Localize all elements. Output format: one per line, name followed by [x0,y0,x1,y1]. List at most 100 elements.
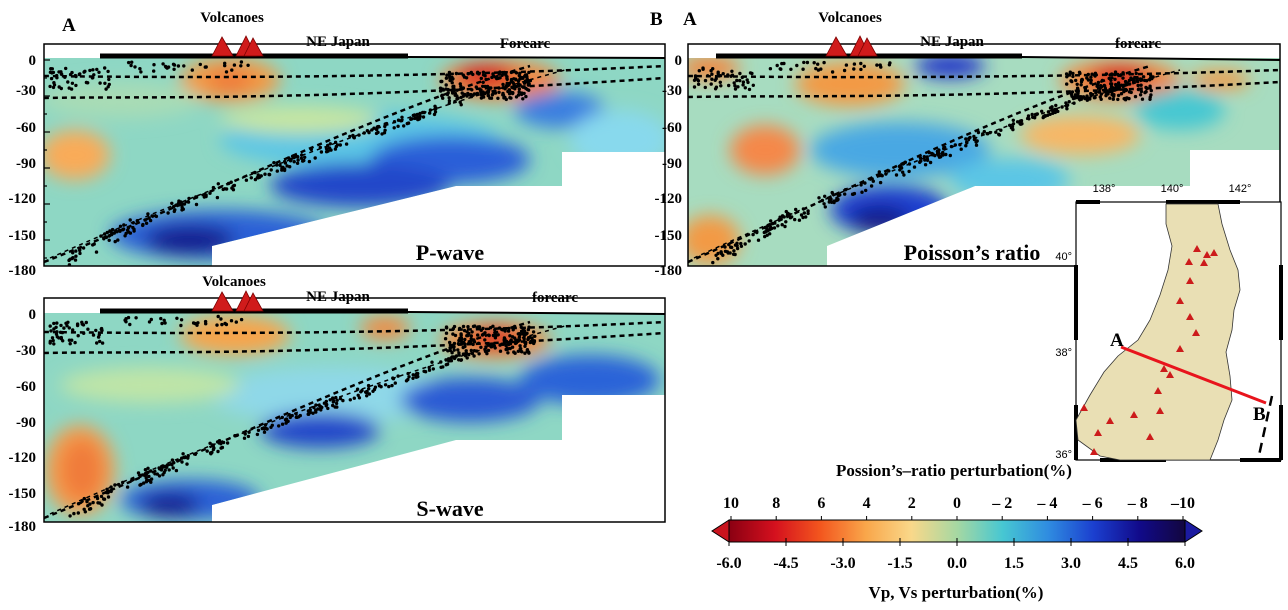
hypocenter-dot [1123,98,1128,102]
hypocenter-dot [1053,107,1057,112]
hypocenter-dot [852,67,856,71]
hypocenter-dot [784,220,788,224]
hypocenter-dot [842,68,847,73]
hypocenter-dot [406,371,410,376]
hypocenter-dot [203,319,208,324]
hypocenter-dot [452,341,457,346]
hypocenter-dot [513,324,517,329]
hypocenter-dot [789,67,793,72]
hypocenter-dot [1133,75,1137,80]
hypocenter-dot [464,349,468,353]
hypocenter-dot [215,323,219,327]
hypocenter-dot [860,190,864,194]
hypocenter-dot [246,63,250,67]
hypocenter-dot [173,208,177,212]
hypocenter-dot [167,468,171,472]
map-point-a-label: A [1110,330,1124,351]
hypocenter-dot [801,215,805,220]
hypocenter-dot [95,341,99,345]
hypocenter-dot [716,72,720,76]
hypocenter-dot [473,324,477,328]
hypocenter-dot [474,85,478,89]
hypocenter-dot [82,507,86,511]
hypocenter-dot [1065,107,1069,111]
hypocenter-dot [341,398,345,403]
hypocenter-dot [63,66,68,71]
colorbar-bottom-title: Vp, Vs perturbation(%) [869,583,1044,602]
hypocenter-dot [123,318,127,322]
hypocenter-dot [131,477,135,482]
hypocenter-dot [922,155,926,159]
panel-p-wave: Volcanoes NE Japan Forearc A B P-wave 0 … [9,9,666,279]
hypocenter-dot [461,324,466,329]
hypocenter-dot [925,158,930,162]
forearc-label: forearc [532,290,578,306]
y-tick-label: -180 [9,263,37,279]
hypocenter-dot [486,93,490,98]
hypocenter-dot [372,387,377,392]
hypocenter-dot [242,436,247,440]
hypocenter-dot [751,232,755,237]
hypocenter-dot [508,339,513,343]
hypocenter-dot [440,79,444,84]
hypocenter-dot [1116,84,1120,88]
volcano-label: Volcanoes [200,10,264,26]
hypocenter-dot [144,221,149,225]
hypocenter-dot [859,183,863,187]
earthquake-hypocenters-p [48,60,533,267]
hypocenter-dot [876,173,880,177]
hypocenter-dot [296,155,300,159]
hypocenter-dot [438,89,443,93]
hypocenter-dot [709,82,713,86]
hypocenter-dot [507,326,511,331]
hypocenter-dot [711,260,715,265]
hypocenter-dot [877,170,881,174]
hypocenter-dot [476,333,480,337]
hypocenter-dot [780,223,784,227]
colorbar-tick-label: -3.0 [830,555,855,572]
hypocenter-dot [706,74,710,78]
hypocenter-dot [115,230,119,234]
y-tick-label: -120 [655,191,683,207]
y-tick-label: -30 [16,343,36,359]
hypocenter-dot [522,337,526,341]
hypocenter-dot [365,389,369,394]
hypocenter-dot [441,88,445,92]
hypocenter-dot [50,336,55,340]
hypocenter-dot [516,349,520,353]
hypocenter-dot [75,323,80,328]
hypocenter-dot [179,318,184,322]
hypocenter-dot [166,211,170,215]
hypocenter-dot [438,86,443,90]
hypocenter-dot [382,131,387,135]
volcano-icons-poisson [825,35,878,57]
hypocenter-dot [176,64,181,68]
hypocenter-dot [288,159,293,163]
hypocenter-dot [1033,112,1038,117]
hypocenter-dot [466,72,470,76]
hypocenter-dot [743,86,747,90]
hypocenter-dot [125,485,130,489]
hypocenter-dot [94,250,99,254]
map-lat-tick: 36° [1055,449,1072,461]
hypocenter-dot [447,96,451,100]
hypocenter-dot [318,145,322,150]
hypocenter-dot [198,62,202,67]
hypocenter-dot [334,395,338,400]
hypocenter-dot [362,131,366,135]
hypocenter-dot [751,83,755,88]
hypocenter-dot [768,67,773,71]
hypocenter-dot [1056,109,1060,114]
hypocenter-dot [302,158,306,163]
hypocenter-dot [50,71,54,75]
hypocenter-dot [976,130,981,135]
hypocenter-dot [95,67,99,72]
hypocenter-dot [1085,94,1089,98]
region-label: NE Japan [306,289,370,305]
hypocenter-dot [505,75,509,79]
hypocenter-dot [902,161,906,166]
hypocenter-dot [146,470,150,474]
hypocenter-dot [99,494,104,499]
hypocenter-dot [256,428,261,432]
